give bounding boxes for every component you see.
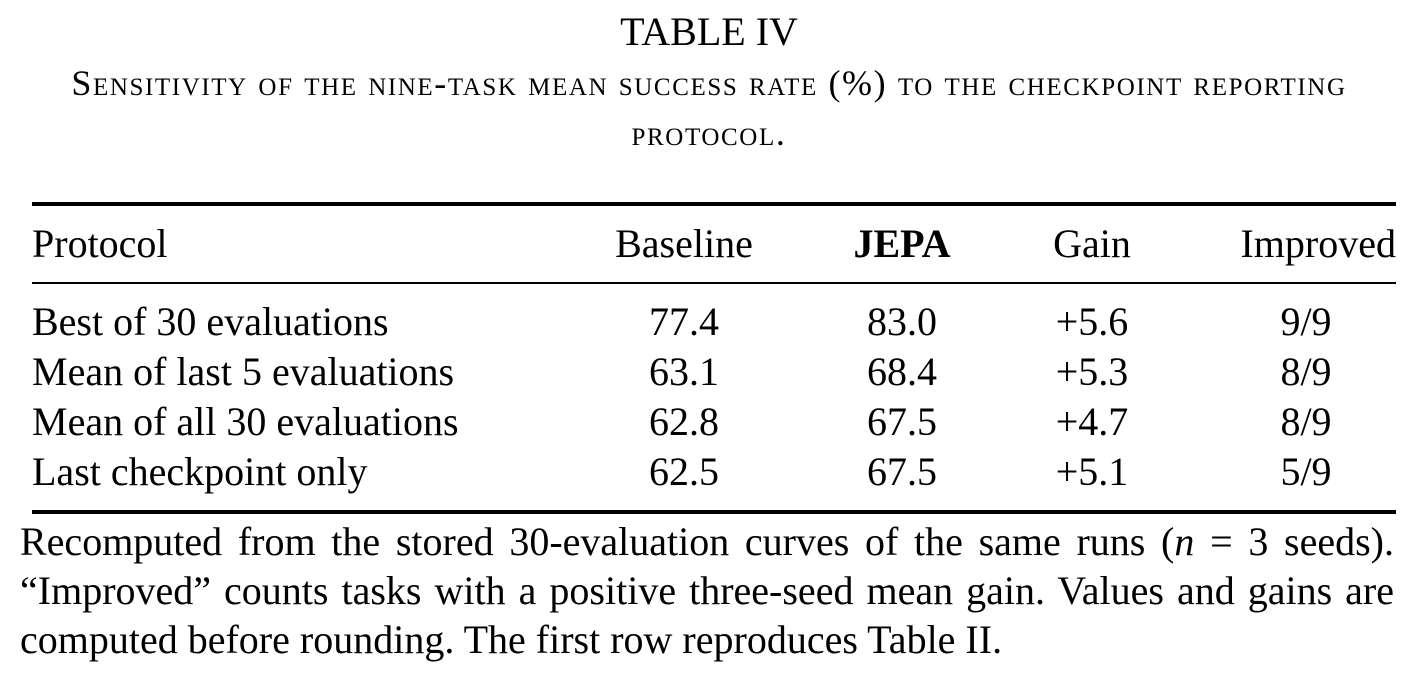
row-jepa: 67.5: [867, 399, 937, 444]
row-improved: 8/9: [1280, 349, 1332, 394]
header-baseline: Baseline: [615, 221, 753, 266]
row-protocol: Mean of last 5 evaluations: [32, 349, 455, 394]
row-improved: 8/9: [1280, 399, 1332, 444]
row-protocol: Last checkpoint only: [32, 449, 368, 494]
row-gain: +4.7: [1055, 399, 1129, 444]
table-caption: Sensitivity of the nine-task mean succes…: [71, 63, 1347, 153]
row-jepa: 83.0: [867, 299, 937, 344]
table-note: Recomputed from the stored 30-evaluation…: [20, 517, 1394, 664]
header-jepa: JEPA: [853, 221, 951, 266]
note-variable: n: [1174, 519, 1195, 564]
bottom-rule: [32, 510, 1396, 514]
top-rule: [32, 202, 1396, 206]
header-improved: Improved: [1240, 221, 1396, 266]
row-jepa: 68.4: [867, 349, 937, 394]
note-text-end: = 3 seeds). “Improved” counts tasks with…: [20, 519, 1394, 662]
row-baseline: 77.4: [649, 299, 719, 344]
row-gain: +5.6: [1055, 299, 1129, 344]
row-improved: 9/9: [1280, 299, 1332, 344]
header-rule: [32, 282, 1396, 284]
row-jepa: 67.5: [867, 449, 937, 494]
row-gain: +5.1: [1055, 449, 1129, 494]
header-gain: Gain: [1053, 221, 1131, 266]
row-protocol: Best of 30 evaluations: [32, 299, 389, 344]
header-protocol: Protocol: [32, 221, 168, 266]
row-gain: +5.3: [1055, 349, 1129, 394]
row-protocol: Mean of all 30 evaluations: [32, 399, 459, 444]
row-baseline: 63.1: [649, 349, 719, 394]
note-text-start: Recomputed from the stored 30-evaluation…: [20, 519, 1175, 564]
row-baseline: 62.5: [649, 449, 719, 494]
row-baseline: 62.8: [649, 399, 719, 444]
row-improved: 5/9: [1280, 449, 1332, 494]
table-number: TABLE IV: [620, 9, 798, 54]
